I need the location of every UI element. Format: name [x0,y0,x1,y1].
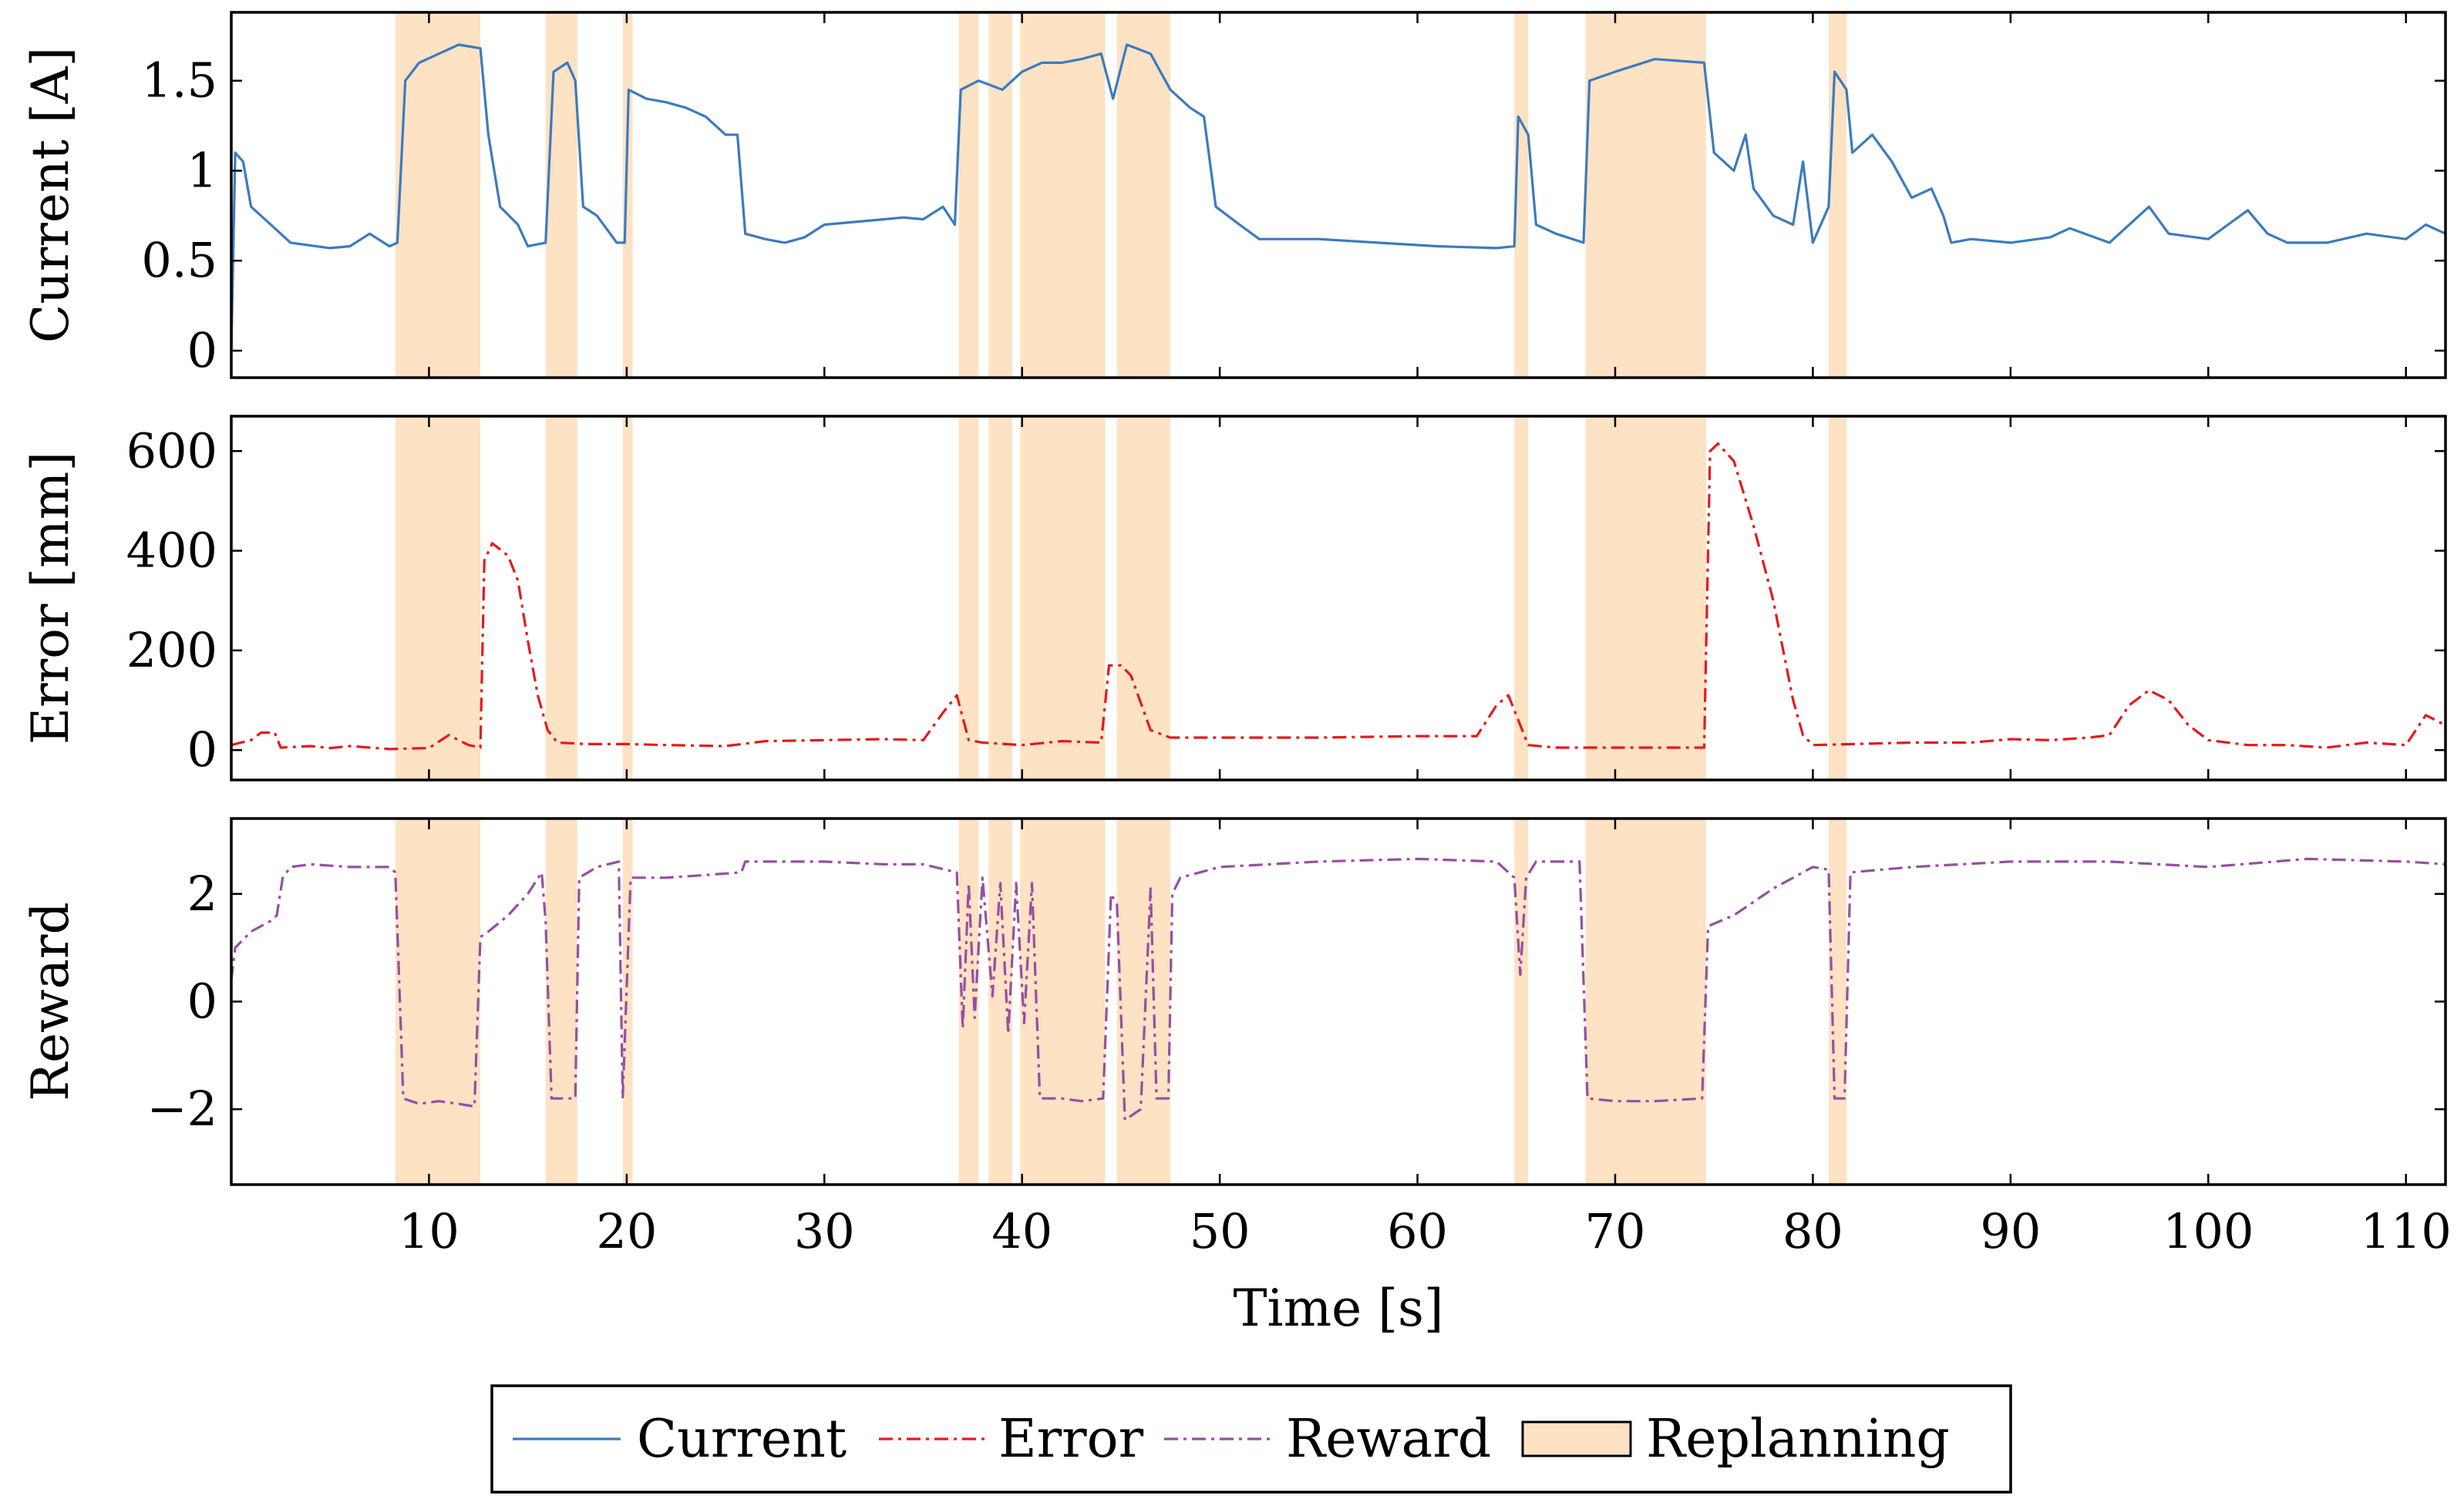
x-axis-label: Time [s] [1233,1279,1443,1338]
xtick-label-3: 40 [991,1203,1052,1259]
reward-ylabel: Reward [21,902,80,1101]
replanning-band-reward-4 [988,819,1012,1185]
replanning-band-current-5 [1020,12,1106,378]
error-ytick-label-0: 0 [187,721,217,778]
xtick-label-4: 50 [1190,1203,1251,1259]
replanning-band-current-0 [395,12,481,378]
legend-label-reward: Reward [1286,1409,1491,1470]
current-ytick-label-3: 1.5 [141,52,217,109]
error-ylabel: Error [mm] [21,452,80,745]
reward-series-line [230,857,2446,1121]
replanning-band-current-8 [1585,12,1706,378]
current-panel-frame [230,11,2447,379]
reward-ytick-label-1: 0 [187,973,217,1030]
error-ytick-label-3: 600 [126,422,217,479]
error-ytick-label-1: 200 [126,622,217,678]
error-panel-frame [230,415,2447,782]
replanning-band-error-6 [1116,416,1171,780]
replanning-band-reward-2 [622,819,633,1185]
legend-swatch-replanning [1521,1420,1632,1457]
replanning-band-current-2 [622,12,633,378]
xtick-label-5: 60 [1387,1203,1448,1259]
xtick-label-10: 110 [2361,1203,2452,1259]
replanning-band-error-4 [988,416,1012,780]
xtick-label-9: 100 [2163,1203,2254,1259]
replanning-band-error-3 [958,416,979,780]
replanning-band-reward-6 [1116,819,1171,1185]
replanning-band-error-8 [1585,416,1706,780]
current-ytick-label-0: 0 [187,322,217,378]
replanning-band-error-5 [1020,416,1106,780]
replanning-band-error-1 [545,416,577,780]
replanning-band-reward-0 [395,819,481,1185]
replanning-band-reward-7 [1514,819,1529,1185]
xtick-label-2: 30 [794,1203,855,1259]
replanning-band-error-2 [622,416,633,780]
replanning-band-reward-1 [545,819,577,1185]
xtick-label-1: 20 [596,1203,657,1259]
xtick-label-8: 90 [1980,1203,2041,1259]
replanning-band-error-9 [1828,416,1847,780]
replanning-band-error-7 [1514,416,1529,780]
legend-label-current: Current [637,1409,847,1470]
current-ytick-label-1: 0.5 [141,232,217,288]
current-ytick-label-2: 1 [187,142,217,198]
error-series-line [231,442,2446,751]
replanning-band-current-7 [1514,12,1529,378]
replanning-band-current-3 [958,12,979,378]
current-ylabel: Current [A] [21,47,80,343]
replanning-band-current-4 [988,12,1012,378]
replanning-band-current-6 [1116,12,1171,378]
replanning-band-current-9 [1828,12,1847,378]
xtick-label-7: 80 [1782,1203,1843,1259]
current-series-line [230,43,2446,351]
xtick-label-6: 70 [1585,1203,1646,1259]
error-ytick-label-2: 400 [126,523,217,579]
replanning-band-error-0 [395,416,481,780]
replanning-band-reward-9 [1828,819,1847,1185]
xtick-label-0: 10 [399,1203,459,1259]
legend-label-error: Error [998,1409,1144,1470]
reward-ytick-label-0: −2 [147,1081,217,1137]
legend-label-replanning: Replanning [1646,1409,1950,1470]
replanning-band-reward-5 [1020,819,1106,1185]
replanning-band-reward-8 [1585,819,1706,1185]
reward-ytick-label-2: 2 [187,866,217,922]
